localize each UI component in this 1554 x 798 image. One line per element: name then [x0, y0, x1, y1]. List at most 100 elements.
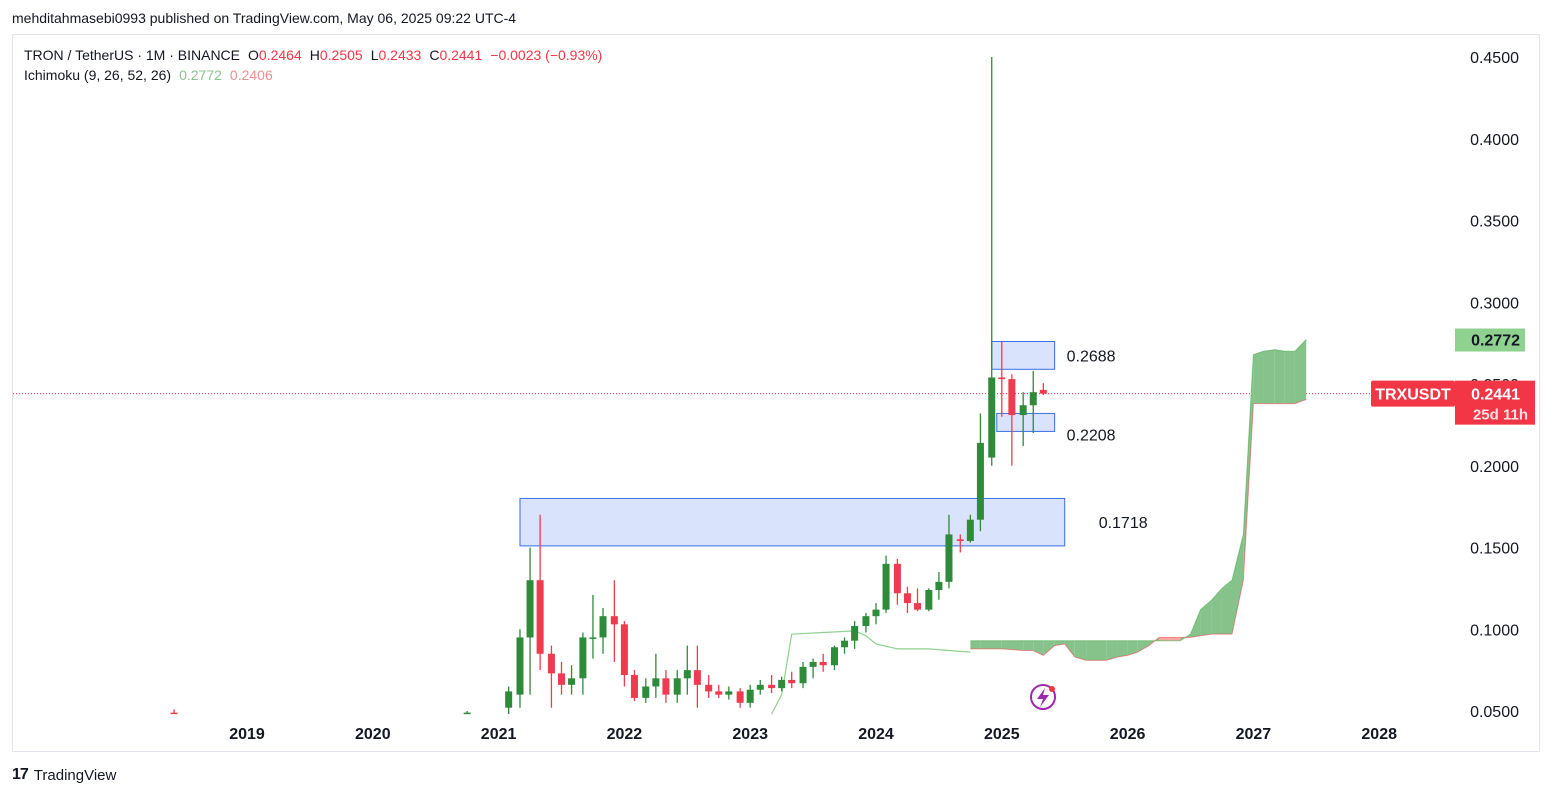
candle[interactable] [547, 645, 555, 708]
candle[interactable] [903, 586, 911, 613]
cloud-segment [1137, 640, 1149, 653]
x-axis-tick-label: 2020 [355, 726, 391, 743]
cloud-segment [1211, 588, 1222, 635]
candle-body [630, 675, 638, 698]
candle[interactable] [736, 688, 744, 708]
candle-body [463, 712, 471, 715]
candle[interactable] [673, 670, 681, 703]
candle-body [1008, 379, 1016, 416]
candle[interactable] [925, 588, 933, 612]
candle[interactable] [819, 653, 827, 672]
candle[interactable] [788, 671, 796, 689]
candle[interactable] [768, 675, 776, 694]
candle[interactable] [756, 679, 764, 695]
candle[interactable] [988, 57, 996, 466]
candle-body [526, 580, 534, 638]
indicator-title[interactable]: Ichimoku (9, 26, 52, 26) [24, 67, 172, 83]
lightning-icon[interactable] [1030, 684, 1056, 710]
candle[interactable] [642, 678, 650, 703]
candle[interactable] [170, 709, 178, 715]
candle[interactable] [914, 588, 922, 612]
candle[interactable] [1039, 383, 1047, 395]
candle-body [505, 691, 513, 708]
cloud-segment [1023, 640, 1034, 651]
candle[interactable] [536, 514, 544, 671]
candle[interactable] [505, 686, 513, 714]
candle[interactable] [516, 629, 524, 708]
footer-brand[interactable]: TradingView [33, 766, 117, 784]
candle[interactable] [841, 637, 849, 654]
candle-body [998, 377, 1006, 380]
x-axis-tick-label: 2022 [607, 726, 643, 743]
candle[interactable] [725, 686, 733, 700]
cloud-segment [1243, 354, 1254, 581]
candle[interactable] [599, 607, 607, 654]
low-value: 0.2433 [378, 47, 422, 63]
cloud-segment [1221, 580, 1233, 635]
candle[interactable] [809, 658, 817, 679]
candle[interactable] [893, 558, 901, 605]
candle[interactable] [830, 645, 838, 671]
candle-body [1039, 389, 1047, 394]
candle[interactable] [935, 572, 943, 600]
cloud-segment [1001, 640, 1024, 651]
candle-body [1019, 405, 1027, 416]
candle-body [778, 679, 786, 689]
candle[interactable] [976, 413, 984, 532]
candle[interactable] [1008, 374, 1016, 466]
candle[interactable] [799, 661, 807, 689]
candle-body [516, 637, 524, 695]
candle[interactable] [998, 341, 1006, 417]
candle[interactable] [630, 670, 638, 702]
candle[interactable] [945, 514, 953, 589]
candle[interactable] [683, 645, 691, 695]
candle-body [925, 590, 933, 610]
symbol-badge-box [1371, 380, 1455, 407]
candle-body [558, 673, 565, 685]
candle-body [819, 661, 827, 666]
candle[interactable] [568, 665, 576, 695]
candle[interactable] [526, 547, 534, 695]
cloud-segment [1232, 534, 1244, 635]
candle[interactable] [715, 684, 723, 698]
candle-body [579, 637, 587, 679]
candle[interactable] [746, 684, 754, 708]
candle[interactable] [558, 661, 565, 695]
candle-body [652, 678, 660, 687]
candle[interactable] [1029, 370, 1037, 434]
candle-body [935, 581, 943, 591]
candle[interactable] [620, 621, 628, 687]
symbol-badge-label: TRXUSDT [1375, 387, 1451, 404]
zone-box[interactable] [519, 497, 1066, 547]
candle-body [756, 684, 764, 690]
cloud-span-b [970, 398, 1307, 661]
y-axis-tick-label: 0.3500 [1470, 214, 1519, 231]
zone-box[interactable] [996, 412, 1056, 432]
candle[interactable] [956, 534, 964, 553]
candle[interactable] [662, 670, 670, 703]
candle[interactable] [610, 580, 618, 662]
symbol-title[interactable]: TRON / TetherUS · 1M · BINANCE [24, 47, 241, 63]
candle[interactable] [463, 711, 471, 715]
publish-line: mehditahmasebi0993 published on TradingV… [12, 10, 517, 26]
candle[interactable] [851, 621, 859, 649]
tradingview-logo-icon[interactable]: 17 [12, 766, 29, 783]
candle-body [705, 684, 713, 692]
candle-body [610, 616, 618, 625]
candle[interactable] [778, 676, 786, 692]
symbol-legend-row: TRON / TetherUS · 1M · BINANCE O0.2464 H… [24, 45, 602, 65]
candle[interactable] [705, 675, 713, 698]
last-price-badge[interactable]: TRXUSDT 0.2441 25d 11h [1371, 380, 1535, 425]
candle[interactable] [882, 555, 890, 613]
open-label: O [248, 47, 259, 63]
candle[interactable] [589, 594, 597, 659]
candle[interactable] [579, 632, 587, 695]
candle[interactable] [862, 612, 870, 633]
cloud-segment [1274, 349, 1285, 404]
candle[interactable] [872, 603, 880, 625]
candle[interactable] [1019, 392, 1027, 447]
candle[interactable] [966, 514, 974, 543]
candle[interactable] [652, 653, 660, 698]
candle[interactable] [693, 645, 701, 708]
